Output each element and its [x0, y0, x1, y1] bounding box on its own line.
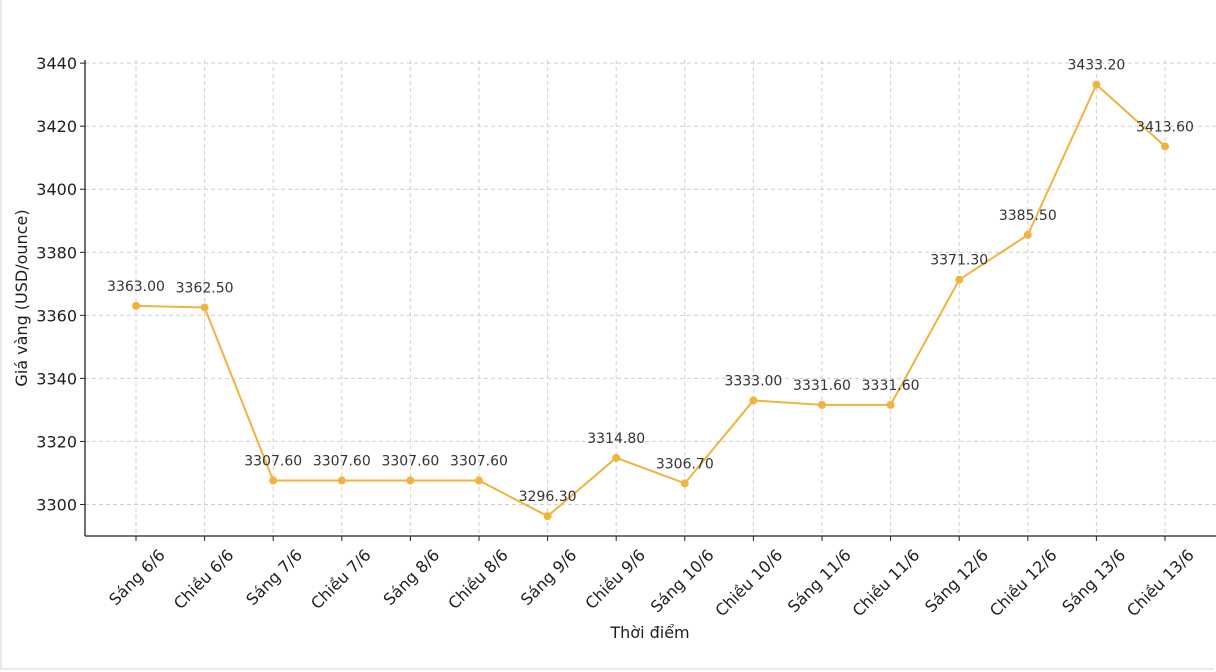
x-tick-label: Chiều 13/6 — [1123, 545, 1198, 620]
data-point — [1023, 230, 1032, 239]
data-point — [269, 476, 278, 485]
y-tick-label: 3300 — [36, 495, 77, 514]
data-label: 3307.60 — [313, 454, 371, 470]
y-ticks: 3300 3320 3340 3360 3380 3400 3420 3440 — [36, 54, 85, 514]
data-point — [1161, 142, 1169, 151]
data-point — [475, 476, 483, 485]
y-tick-label: 3340 — [36, 369, 77, 388]
data-label: 3371.30 — [930, 253, 988, 269]
data-label: 3385.50 — [999, 208, 1057, 224]
x-tick-label: Chiều 7/6 — [307, 545, 375, 613]
x-tick-label: Sáng 8/6 — [380, 545, 444, 609]
data-points — [132, 80, 1169, 521]
y-tick-label: 3420 — [36, 117, 77, 136]
data-label: 3331.60 — [793, 378, 851, 394]
y-tick-label: 3400 — [36, 180, 77, 199]
data-label: 3296.30 — [519, 489, 577, 505]
data-point — [406, 476, 415, 485]
data-point — [886, 400, 895, 409]
data-label: 3307.60 — [244, 454, 302, 470]
x-tick-label: Sáng 9/6 — [517, 545, 581, 609]
x-tick-label: Sáng 10/6 — [647, 545, 718, 616]
data-label: 3307.60 — [381, 454, 439, 470]
data-label: 3307.60 — [450, 454, 508, 470]
x-ticks: Sáng 6/6 Chiều 6/6 Sáng 7/6 Chiều 7/6 Sáng 8… — [105, 536, 1198, 620]
x-tick-label: Chiều 12/6 — [986, 545, 1061, 620]
data-point — [955, 275, 964, 284]
x-tick-label: Sáng 6/6 — [105, 545, 169, 609]
data-label: 3413.60 — [1136, 119, 1194, 135]
data-label: 3314.80 — [587, 431, 645, 447]
y-tick-label: 3360 — [36, 306, 77, 325]
data-label: 3363.00 — [107, 279, 165, 295]
data-point — [749, 396, 758, 405]
data-label: 3433.20 — [1067, 58, 1125, 74]
x-axis-title: Thời điểm — [609, 623, 689, 642]
data-point — [612, 453, 621, 462]
data-point — [200, 303, 209, 312]
x-tick-label: Sáng 11/6 — [784, 545, 855, 616]
y-tick-label: 3380 — [36, 243, 77, 262]
data-labels: 3363.00 3362.50 3307.60 3307.60 3307.60 3307.… — [107, 58, 1194, 506]
x-tick-label: Chiều 8/6 — [444, 545, 512, 613]
data-label: 3333.00 — [724, 373, 782, 389]
data-point — [543, 512, 552, 521]
x-tick-label: Sáng 12/6 — [921, 545, 992, 616]
y-tick-label: 3320 — [36, 432, 77, 451]
data-point — [818, 400, 826, 409]
data-point — [1092, 80, 1101, 89]
series-line-gold-price — [135, 82, 1166, 518]
x-tick-label: Chiều 11/6 — [849, 545, 924, 620]
x-tick-label: Sáng 13/6 — [1058, 545, 1129, 616]
data-point — [132, 301, 140, 310]
data-label: 3306.70 — [656, 456, 714, 472]
data-point — [337, 476, 346, 485]
grid — [85, 60, 1216, 536]
x-tick-label: Chiều 9/6 — [581, 545, 649, 613]
y-axis-title: Giá vàng (USD/ounce) — [12, 209, 31, 386]
data-point — [680, 479, 689, 488]
y-tick-label: 3440 — [36, 54, 77, 73]
x-tick-label: Sáng 7/6 — [242, 545, 306, 609]
data-label: 3331.60 — [862, 378, 920, 394]
x-tick-label: Chiều 6/6 — [170, 545, 238, 613]
data-label: 3362.50 — [176, 280, 234, 296]
x-tick-label: Chiều 10/6 — [711, 545, 786, 620]
